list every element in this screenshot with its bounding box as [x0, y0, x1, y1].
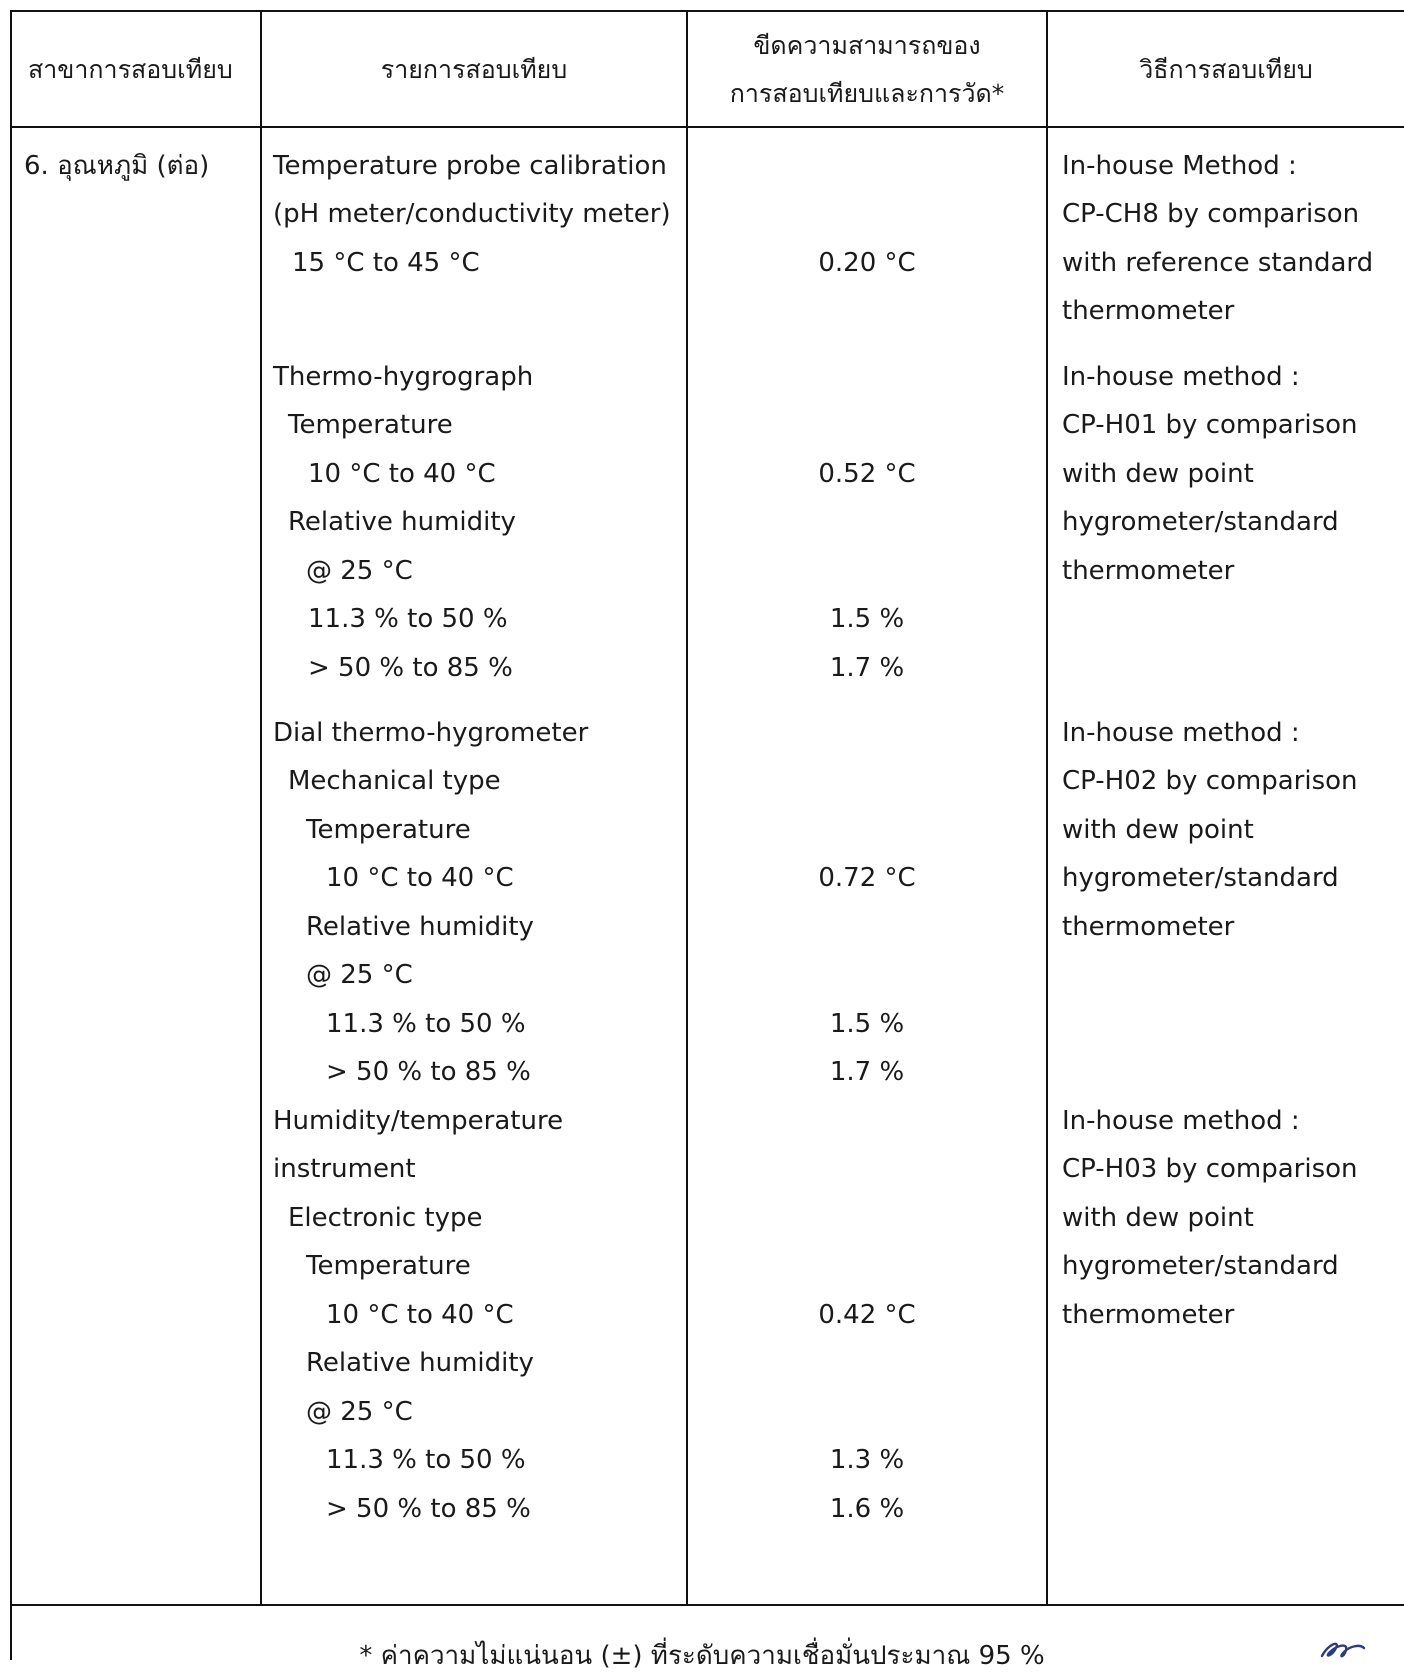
item-line: Temperature: [306, 1251, 471, 1281]
item-line: > 50 % to 85 %: [326, 1494, 531, 1524]
col-divider-2: [686, 10, 688, 1606]
item-line: Mechanical type: [288, 766, 501, 796]
capability-value: 1.5 %: [829, 1009, 905, 1039]
item-line: 10 °C to 40 °C: [326, 863, 514, 893]
item-line: Dial thermo-hygrometer: [273, 718, 589, 748]
method-line: with dew point: [1062, 815, 1254, 845]
method-line: thermometer: [1062, 1300, 1235, 1330]
method-line: with reference standard: [1062, 248, 1374, 278]
capability-value: 0.52 °C: [818, 459, 916, 489]
method-line: In-house method :: [1062, 718, 1300, 748]
item-line: Thermo-hygrograph: [273, 362, 534, 392]
method-line: CP-H02 by comparison: [1062, 766, 1358, 796]
method-line: with dew point: [1062, 459, 1254, 489]
item-line: @ 25 °C: [306, 960, 413, 990]
method-line: In-house method :: [1062, 362, 1300, 392]
capability-value: 1.5 %: [829, 604, 905, 634]
item-line: Temperature: [288, 410, 453, 440]
method-line: with dew point: [1062, 1203, 1254, 1233]
item-line: instrument: [273, 1154, 416, 1184]
method-line: thermometer: [1062, 296, 1235, 326]
branch-label: 6. อุณหภูมิ (ต่อ): [24, 151, 210, 181]
header-capability: ขีดความสามารถของ การสอบเทียบและการวัด*: [688, 12, 1046, 128]
capability-value: 0.20 °C: [818, 248, 916, 278]
capability-value: 1.7 %: [829, 1057, 905, 1087]
item-line: 11.3 % to 50 %: [308, 604, 508, 634]
method-line: hygrometer/standard: [1062, 863, 1339, 893]
item-line: 11.3 % to 50 %: [326, 1445, 526, 1475]
capability-value: 1.6 %: [829, 1494, 905, 1524]
header-item: รายการสอบเทียบ: [262, 12, 686, 128]
method-line: thermometer: [1062, 912, 1235, 942]
item-line: Relative humidity: [288, 507, 516, 537]
header-bottom-border: [10, 126, 1404, 128]
item-line: 10 °C to 40 °C: [326, 1300, 514, 1330]
method-line: CP-H01 by comparison: [1062, 410, 1358, 440]
method-line: thermometer: [1062, 556, 1235, 586]
table-top-border: [10, 10, 1404, 12]
header-branch: สาขาการสอบเทียบ: [12, 12, 260, 128]
item-line: Electronic type: [288, 1203, 483, 1233]
item-line: Relative humidity: [306, 912, 534, 942]
method-line: In-house Method :: [1062, 151, 1297, 181]
capability-value: 1.7 %: [829, 653, 905, 683]
signature-initials-icon: [1320, 1642, 1366, 1658]
capability-value: 1.3 %: [829, 1445, 905, 1475]
item-line: Humidity/temperature: [273, 1106, 564, 1136]
method-line: CP-H03 by comparison: [1062, 1154, 1358, 1184]
header-item-text: รายการสอบเทียบ: [380, 55, 568, 84]
method-line: CP-CH8 by comparison: [1062, 199, 1360, 229]
method-line: In-house method :: [1062, 1106, 1300, 1136]
header-method: วิธีการสอบเทียบ: [1048, 12, 1404, 128]
item-line: 15 °C to 45 °C: [292, 248, 480, 278]
item-line: Temperature probe calibration: [273, 151, 667, 181]
footnote: * ค่าความไม่แน่นอน (±) ที่ระดับความเชื่อ…: [359, 1641, 1045, 1671]
col-divider-3: [1046, 10, 1048, 1606]
header-capability-line2: การสอบเทียบและการวัด*: [729, 79, 1005, 108]
header-method-text: วิธีการสอบเทียบ: [1139, 55, 1313, 84]
header-capability-line1: ขีดความสามารถของ: [753, 31, 981, 60]
item-line: @ 25 °C: [306, 556, 413, 586]
capability-value: 0.72 °C: [818, 863, 916, 893]
item-line: > 50 % to 85 %: [308, 653, 513, 683]
method-line: hygrometer/standard: [1062, 1251, 1339, 1281]
item-line: 11.3 % to 50 %: [326, 1009, 526, 1039]
capability-value: 0.42 °C: [818, 1300, 916, 1330]
header-branch-text: สาขาการสอบเทียบ: [28, 55, 233, 84]
item-line: > 50 % to 85 %: [326, 1057, 531, 1087]
item-line: Temperature: [306, 815, 471, 845]
item-line: (pH meter/conductivity meter): [273, 199, 671, 229]
item-line: 10 °C to 40 °C: [308, 459, 496, 489]
method-line: hygrometer/standard: [1062, 507, 1339, 537]
item-line: @ 25 °C: [306, 1397, 413, 1427]
table-left-border: [10, 10, 12, 1660]
table-bottom-border: [10, 1604, 1404, 1606]
item-line: Relative humidity: [306, 1348, 534, 1378]
col-divider-1: [260, 10, 262, 1606]
